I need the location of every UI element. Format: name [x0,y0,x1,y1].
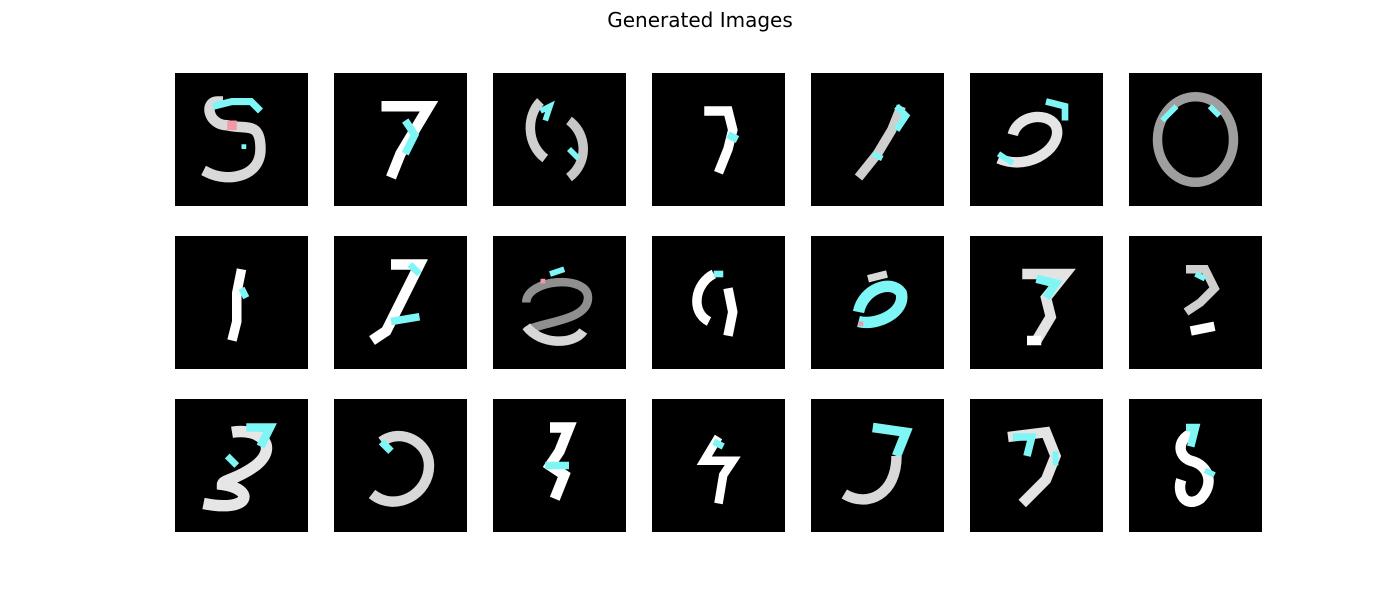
digit-sample [493,73,626,206]
generated-image-r3-c1 [175,399,308,532]
generated-image-r1-c6 [970,73,1103,206]
digit-sample [175,399,308,532]
digit-sample [493,399,626,532]
generated-image-r1-c7 [1129,73,1262,206]
generated-image-r3-c4 [652,399,785,532]
digit-sample [652,73,785,206]
digit-sample [811,399,944,532]
digit-sample [811,73,944,206]
digit-sample [811,236,944,369]
generated-image-r1-c1 [175,73,308,206]
generated-image-r3-c6 [970,399,1103,532]
digit-sample [652,399,785,532]
digit-sample [334,236,467,369]
generated-image-r2-c1 [175,236,308,369]
digit-sample [970,236,1103,369]
digit-sample [1129,236,1262,369]
digit-sample [334,73,467,206]
digit-sample [1129,399,1262,532]
generated-image-r2-c7 [1129,236,1262,369]
digit-sample [652,236,785,369]
generated-image-r3-c7 [1129,399,1262,532]
generated-image-r3-c5 [811,399,944,532]
generated-image-r2-c2 [334,236,467,369]
digit-sample [175,73,308,206]
generated-image-r1-c3 [493,73,626,206]
digit-sample [334,399,467,532]
digit-sample [175,236,308,369]
digit-sample [970,399,1103,532]
generated-image-r3-c2 [334,399,467,532]
generated-image-r1-c4 [652,73,785,206]
digit-sample [970,73,1103,206]
generated-image-r1-c2 [334,73,467,206]
generated-image-r2-c5 [811,236,944,369]
generated-image-r3-c3 [493,399,626,532]
generated-image-r2-c3 [493,236,626,369]
digit-sample [493,236,626,369]
digit-sample [1129,73,1262,206]
figure-title: Generated Images [607,8,793,32]
generated-image-r2-c6 [970,236,1103,369]
generated-image-r1-c5 [811,73,944,206]
image-grid [175,73,1262,532]
generated-image-r2-c4 [652,236,785,369]
